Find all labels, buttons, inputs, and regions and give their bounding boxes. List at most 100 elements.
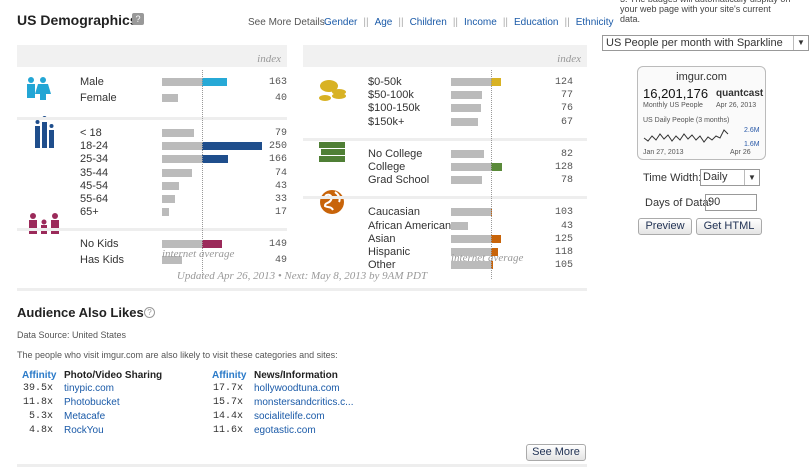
row-label: 18-24 xyxy=(80,140,109,153)
row-value: 74 xyxy=(274,167,287,179)
row-value: 17 xyxy=(274,207,287,219)
divider xyxy=(17,288,587,291)
row-label: Hispanic xyxy=(368,246,411,258)
group-divider xyxy=(303,137,587,141)
affinity-header: Affinity xyxy=(22,370,57,381)
site-link[interactable]: Photobucket xyxy=(64,397,120,408)
nav: Gender || Age || Children || Income || Education… xyxy=(324,17,614,28)
badge-start: Jan 27, 2013 xyxy=(643,149,684,156)
avg-line xyxy=(491,70,492,280)
site-link[interactable]: hollywoodtuna.com xyxy=(254,383,340,394)
row-label: 25-34 xyxy=(80,153,109,166)
nav-link[interactable]: Education xyxy=(514,17,559,28)
bar-excess xyxy=(202,240,222,249)
bar-excess xyxy=(202,142,262,151)
separator: || xyxy=(564,17,570,28)
affinity: 5.3x xyxy=(28,411,53,422)
row-label: Other xyxy=(368,259,396,272)
panel-head xyxy=(17,45,287,67)
days-input[interactable]: 90 xyxy=(705,194,757,211)
see-more-details: See More Details xyxy=(248,17,325,28)
income-icon xyxy=(319,80,346,101)
time-width-label: Time Width: xyxy=(643,172,702,184)
badge-select[interactable]: US People per month with Sparkline ▼ xyxy=(602,35,809,51)
row-label: $100-150k xyxy=(368,102,420,115)
row-label: < 18 xyxy=(80,127,102,139)
note: 3. The badges will automatically display… xyxy=(620,0,790,24)
row-label: Caucasian xyxy=(368,206,420,219)
row-value: 76 xyxy=(560,103,573,115)
index-label: index xyxy=(257,53,281,65)
badge-site: imgur.com xyxy=(676,71,727,83)
icons xyxy=(319,80,346,214)
bar-base xyxy=(162,94,178,102)
bar-excess xyxy=(491,78,501,86)
nav-link[interactable]: Children xyxy=(409,17,447,28)
site-link[interactable]: monstersandcritics.c... xyxy=(254,397,354,408)
site-link[interactable]: tinypic.com xyxy=(64,383,115,394)
row-label: No College xyxy=(368,147,423,160)
preview-button[interactable]: Preview xyxy=(638,218,692,235)
row-label: $0-50k xyxy=(368,76,402,88)
bar-base xyxy=(162,129,194,137)
separator: || xyxy=(452,17,459,28)
badge-date: Apr 26, 2013 xyxy=(716,102,757,109)
icons xyxy=(27,77,59,234)
select-arrow: ▼ xyxy=(744,170,759,185)
site-link[interactable]: RockYou xyxy=(64,425,104,436)
row-value: 166 xyxy=(268,154,287,166)
bar-base xyxy=(451,208,491,217)
separator: || xyxy=(398,17,404,28)
row-label: $150k+ xyxy=(368,115,405,128)
note-line: data. xyxy=(620,14,641,24)
help[interactable]: ? xyxy=(132,13,144,25)
source: Data Source: United States xyxy=(17,330,127,340)
affinity: 14.4x xyxy=(212,411,243,422)
row-value: 78 xyxy=(560,175,573,187)
nav-link[interactable]: Income xyxy=(464,17,497,28)
nav-link[interactable]: Ethnicity xyxy=(575,17,614,28)
row-value: 33 xyxy=(274,194,287,205)
nav-link[interactable]: Gender xyxy=(324,17,358,28)
badge-low: 1.6M xyxy=(744,141,760,148)
row-value: 40 xyxy=(274,93,287,104)
site-link[interactable]: egotastic.com xyxy=(254,425,316,436)
audience-title: Audience Also Likes xyxy=(17,305,144,320)
help[interactable]: ? xyxy=(144,307,155,318)
ethnicity-icon xyxy=(320,190,344,214)
gender-icon xyxy=(27,77,51,100)
bar-base xyxy=(162,142,202,151)
time-width-select[interactable]: Daily ▼ xyxy=(700,169,760,186)
site-link[interactable]: Metacafe xyxy=(64,411,106,422)
bar-excess xyxy=(491,163,503,171)
divider xyxy=(17,464,587,467)
bar-base xyxy=(451,104,482,113)
row-value: 77 xyxy=(560,90,573,102)
bar-base xyxy=(162,256,182,265)
get-html-button[interactable]: Get HTML xyxy=(696,218,762,235)
note-line: 3. The badges will automatically display… xyxy=(620,0,790,4)
affinity: 15.7x xyxy=(212,397,243,408)
select-value: US People per month with Sparkline xyxy=(606,37,783,49)
category: News/Information xyxy=(254,370,338,381)
nav-link[interactable]: Age xyxy=(374,17,393,28)
bar-base xyxy=(162,155,202,164)
row-value: 43 xyxy=(560,220,573,232)
see-more-button[interactable]: See More xyxy=(526,444,586,461)
row-value: 82 xyxy=(560,148,573,160)
bar-base xyxy=(162,181,180,190)
separator: || xyxy=(363,17,369,28)
affinity: 11.6x xyxy=(212,425,243,436)
badge: imgur.com 16,201,176 Monthly US People q… xyxy=(637,66,766,160)
badge-chart-label: US Daily People (3 months) xyxy=(643,117,730,124)
badge-count: 16,201,176 xyxy=(643,86,709,101)
note-line: your web page with your site's current xyxy=(620,4,771,14)
row-value: 67 xyxy=(560,116,573,128)
bar-base xyxy=(451,78,491,86)
panel-head xyxy=(303,45,587,67)
row-value: 118 xyxy=(554,247,573,258)
row-label: 55-64 xyxy=(80,193,109,205)
site-link[interactable]: socialitelife.com xyxy=(254,411,325,422)
row-value: 163 xyxy=(268,77,287,88)
bar-base xyxy=(451,176,483,185)
